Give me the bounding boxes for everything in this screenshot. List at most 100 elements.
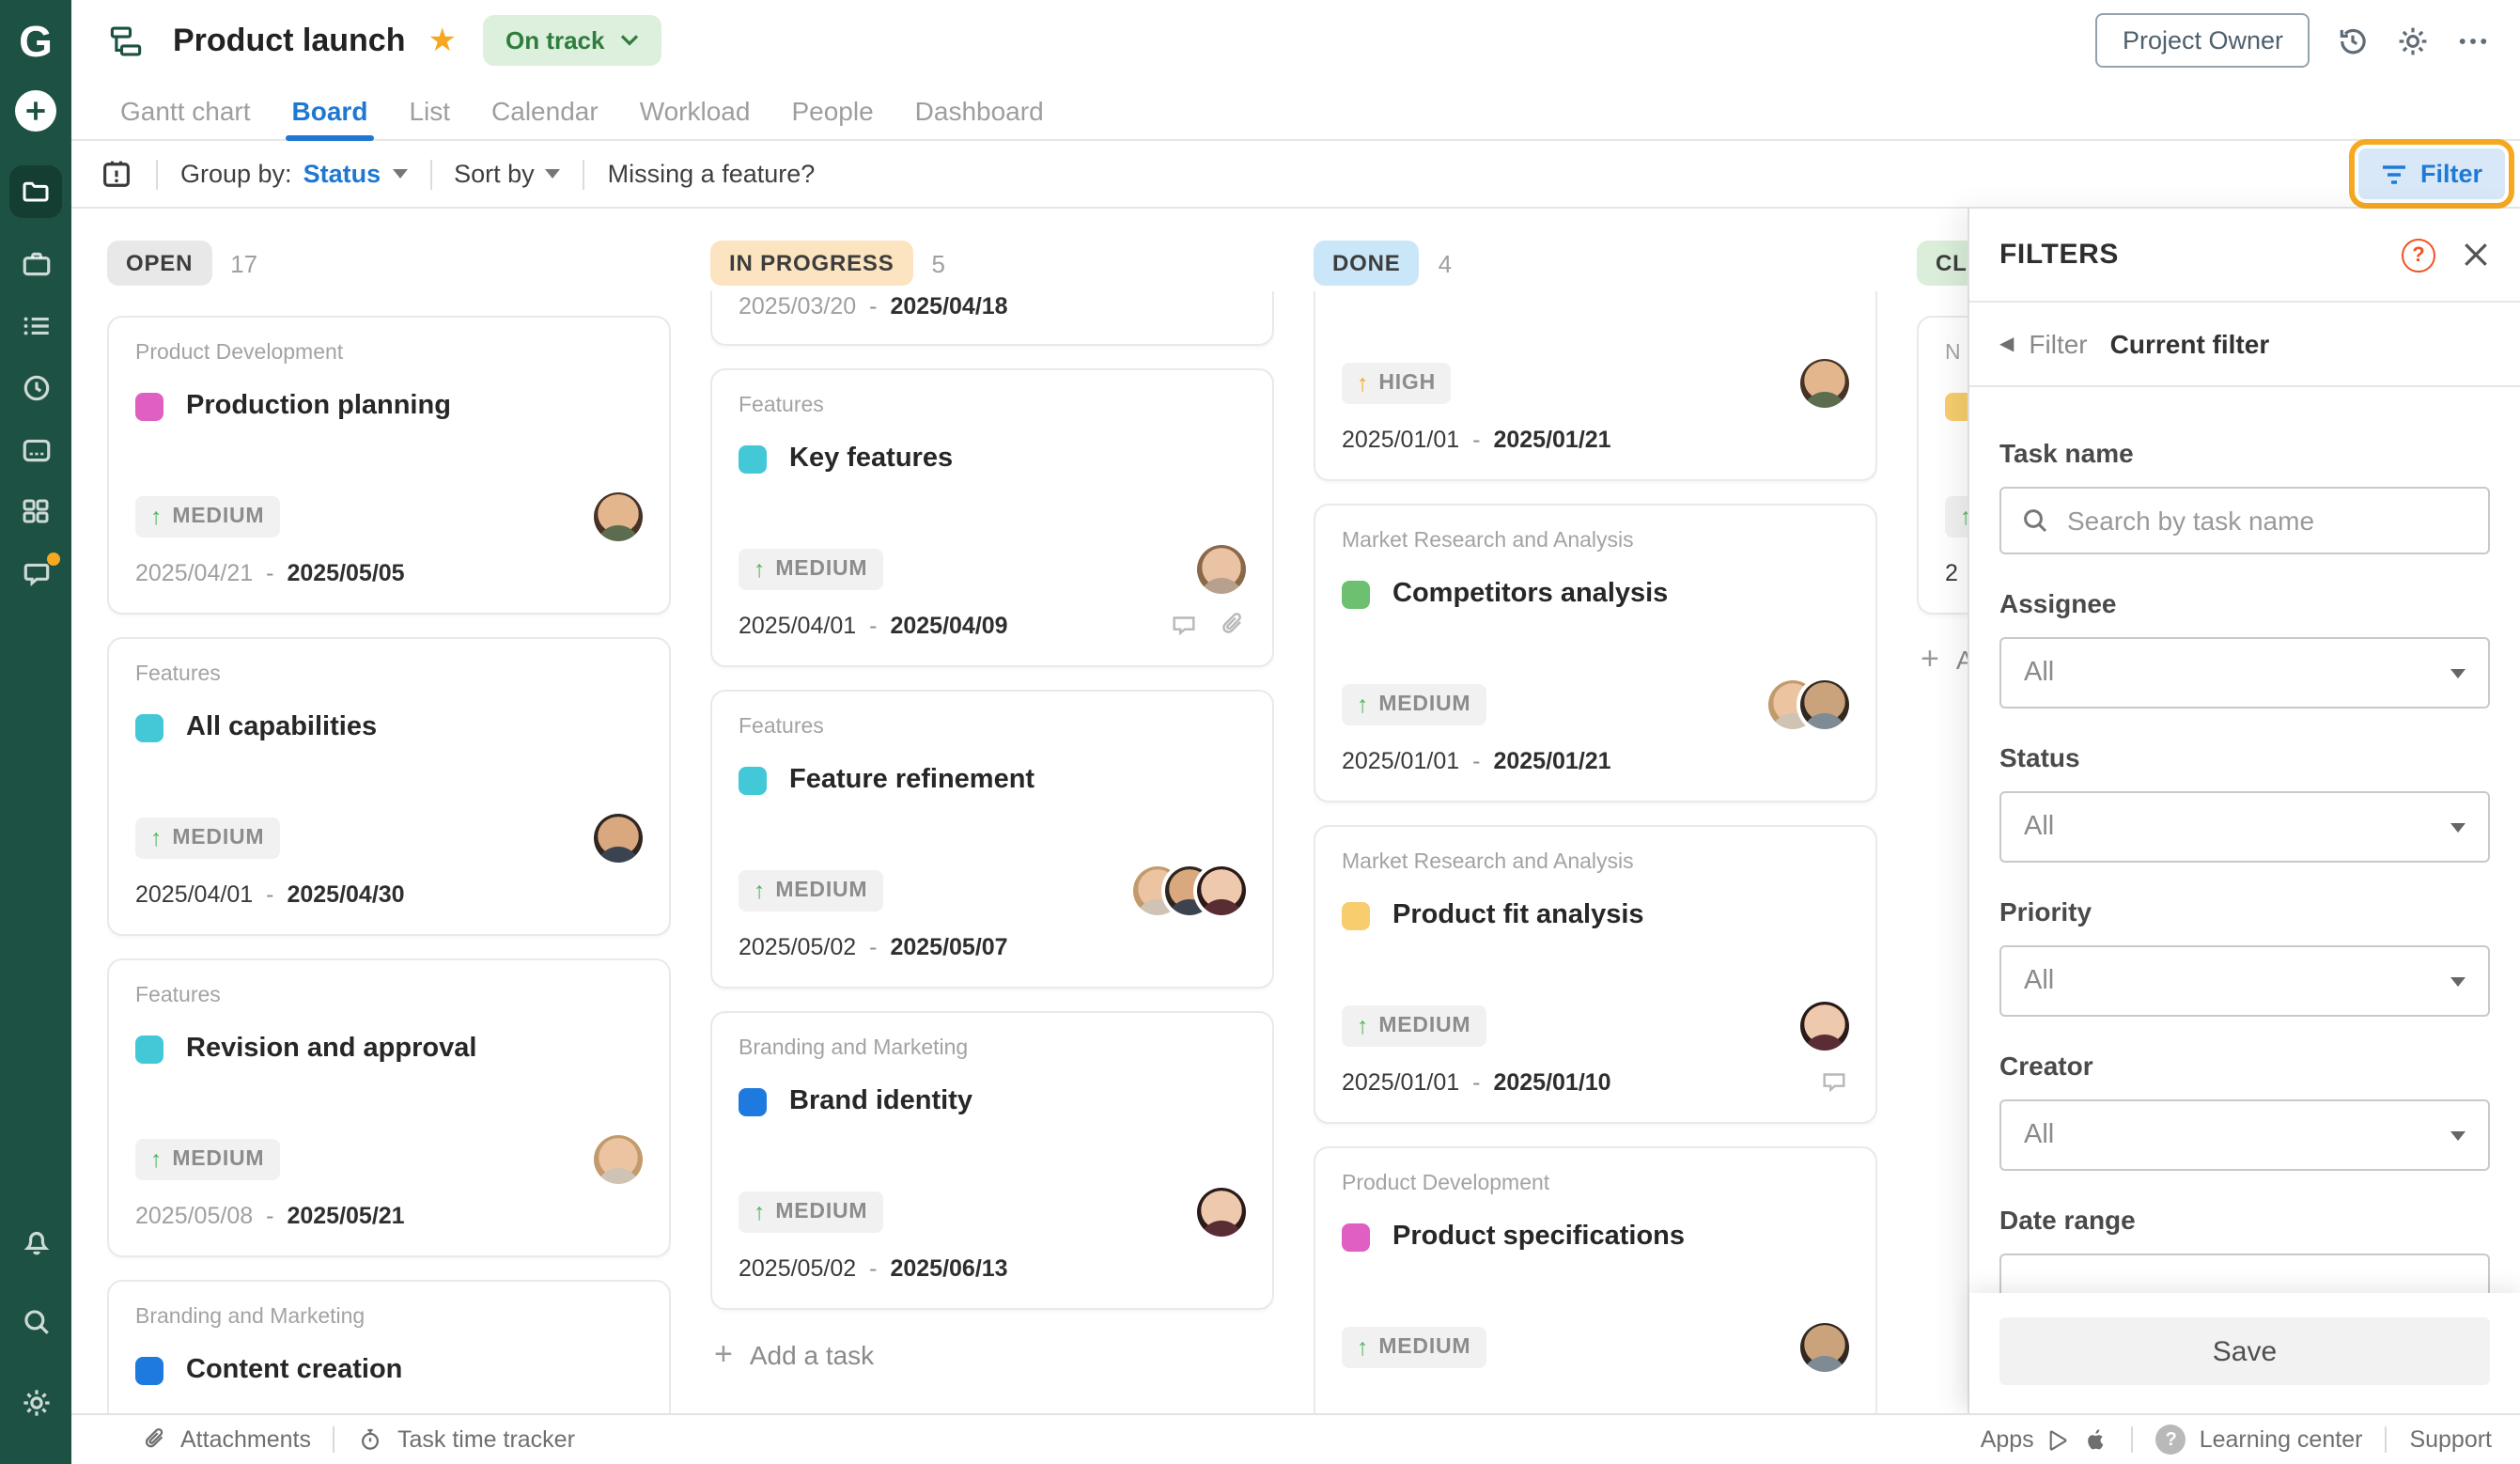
create-button[interactable] [15, 90, 56, 132]
start-date: 2025/05/02 [739, 1254, 857, 1281]
tab-gantt-chart[interactable]: Gantt chart [120, 95, 251, 125]
task-card[interactable]: Features Key features ↑ MEDIUM 2025/04/01-20… [710, 368, 1274, 667]
assignee-select[interactable]: All [1999, 637, 2490, 709]
end-date: 2025/01/10 [1493, 1068, 1611, 1095]
priority-badge: ↑ MEDIUM [739, 870, 883, 911]
tab-calendar[interactable]: Calendar [491, 95, 599, 125]
task-card[interactable]: Branding and Marketing Brand identity ↑ MED… [710, 1011, 1274, 1310]
tab-workload[interactable]: Workload [639, 95, 751, 125]
priority-select[interactable]: All [1999, 945, 2490, 1017]
sidebar-item-portfolio[interactable] [20, 248, 52, 280]
task-name-search-input[interactable] [2067, 506, 2469, 536]
sidebar-item-notifications[interactable] [20, 1225, 52, 1257]
task-card[interactable]: Product Development Product specification… [1314, 1146, 1877, 1413]
add-task-button[interactable]: + Add a task [710, 1338, 1274, 1370]
task-card-clipped[interactable]: 2025/03/20-2025/04/18 [710, 291, 1274, 346]
column-cards: 2025/03/20-2025/04/18 Features Key feature… [710, 291, 1274, 1413]
plus-icon [23, 98, 49, 124]
date-dash: - [1472, 426, 1481, 452]
tab-board[interactable]: Board [272, 81, 389, 141]
card-group-label: Branding and Marketing [135, 1306, 366, 1329]
start-date: 2025/05/02 [739, 933, 857, 959]
task-color-square [135, 713, 163, 741]
avatar [594, 814, 643, 863]
help-icon[interactable]: ? [2402, 238, 2435, 272]
app-logo[interactable]: G [19, 17, 53, 66]
column-chip: OPEN [107, 241, 212, 286]
task-color-square [739, 1087, 767, 1115]
board-column-done: DONE 4 ↑ HIGH 2025/01/01-2025/01/21 Market Re… [1314, 241, 1877, 1413]
board-settings-icon[interactable] [100, 157, 133, 191]
avatar [1800, 1002, 1849, 1051]
column-cards: Product Development Production planning ↑ M… [107, 291, 671, 1413]
task-card[interactable]: Market Research and Analysis Product fit … [1314, 825, 1877, 1124]
assignee-avatars [1197, 1188, 1246, 1237]
card-group-label: Branding and Marketing [739, 1037, 969, 1060]
card-title-row: Feature refinement [739, 761, 1246, 799]
filter-label-status: Status [1999, 742, 2080, 772]
sidebar-item-comments[interactable] [20, 553, 59, 590]
sidebar-item-settings[interactable] [20, 1387, 52, 1419]
filter-label-creator: Creator [1999, 1051, 2093, 1081]
card-group-label: Features [135, 985, 221, 1007]
tab-dashboard[interactable]: Dashboard [914, 95, 1044, 125]
priority-label: MEDIUM [775, 880, 868, 902]
filters-back-button[interactable]: ◀ Filter [1999, 329, 2088, 359]
sidebar-item-history[interactable] [20, 372, 52, 404]
group-by-control[interactable]: Group by: Status [180, 160, 408, 188]
divider [2131, 1426, 2134, 1453]
more-options-icon[interactable] [2456, 23, 2490, 57]
divider [583, 159, 585, 189]
date-range-row: 2025/01/01-2025/01/21 [1342, 423, 1849, 455]
card-title-row: All capabilities [135, 709, 643, 746]
priority-label: MEDIUM [172, 1148, 265, 1171]
time-tracker-button[interactable]: Task time tracker [358, 1426, 575, 1453]
date-range-row: 2025/05/02-2025/05/07 [739, 930, 1246, 962]
list-icon [20, 310, 52, 342]
avatar [1800, 1323, 1849, 1372]
sidebar-item-search[interactable] [20, 1306, 52, 1338]
learning-center-link[interactable]: ? Learning center [2155, 1425, 2362, 1455]
task-card[interactable]: Features All capabilities ↑ MEDIUM 2025/04/0… [107, 637, 671, 936]
chevron-down-icon [2450, 822, 2466, 839]
select-value: All [2024, 1120, 2055, 1150]
start-date: 2025/01/01 [1342, 747, 1460, 773]
missing-feature-link[interactable]: Missing a feature? [607, 160, 816, 188]
tab-people[interactable]: People [791, 95, 874, 125]
role-badge[interactable]: Project Owner [2095, 13, 2310, 68]
favorite-star-icon[interactable]: ★ [428, 22, 457, 57]
task-color-square [1342, 580, 1370, 608]
task-card[interactable]: Features Feature refinement ↑ MEDIUM 2025/05… [710, 690, 1274, 989]
save-filter-button[interactable]: Save [1999, 1317, 2490, 1385]
tab-list[interactable]: List [409, 95, 451, 125]
task-card[interactable]: Product Development Production planning ↑ M… [107, 316, 671, 615]
status-bar: Attachments Task time tracker Apps ? Lea… [71, 1413, 2520, 1464]
task-color-square [739, 444, 767, 473]
column-count: 5 [931, 249, 945, 277]
apps-link[interactable]: Apps [1981, 1426, 2109, 1453]
close-icon[interactable] [2462, 241, 2490, 269]
filter-button[interactable]: Filter [2357, 148, 2505, 199]
settings-gear-icon[interactable] [2396, 23, 2430, 57]
card-group-label: Product Development [135, 342, 344, 365]
card-title-row: Content creation [135, 1351, 643, 1389]
chevron-down-icon [392, 169, 408, 186]
support-link[interactable]: Support [2409, 1426, 2492, 1453]
sidebar-item-tasks[interactable] [20, 310, 52, 342]
sidebar-item-projects[interactable] [9, 165, 62, 218]
task-card[interactable]: Features Revision and approval ↑ MEDIUM 2025… [107, 958, 671, 1257]
priority-arrow-icon: ↑ [150, 1146, 163, 1173]
project-header: Product launch ★ On track Project Owner [71, 0, 2520, 81]
history-icon[interactable] [2336, 23, 2370, 57]
task-card[interactable]: Market Research and Analysis Competitors … [1314, 504, 1877, 802]
attachments-button[interactable]: Attachments [141, 1426, 311, 1453]
task-card-clipped[interactable]: ↑ HIGH 2025/01/01-2025/01/21 [1314, 291, 1877, 481]
status-select[interactable]: All [1999, 791, 2490, 863]
sort-by-control[interactable]: Sort by [454, 160, 561, 188]
creator-select[interactable]: All [1999, 1099, 2490, 1171]
date-dash: - [869, 1254, 878, 1281]
sidebar-item-reports[interactable] [20, 434, 52, 466]
project-status-chip[interactable]: On track [482, 15, 661, 66]
sidebar-item-apps[interactable] [20, 496, 52, 528]
